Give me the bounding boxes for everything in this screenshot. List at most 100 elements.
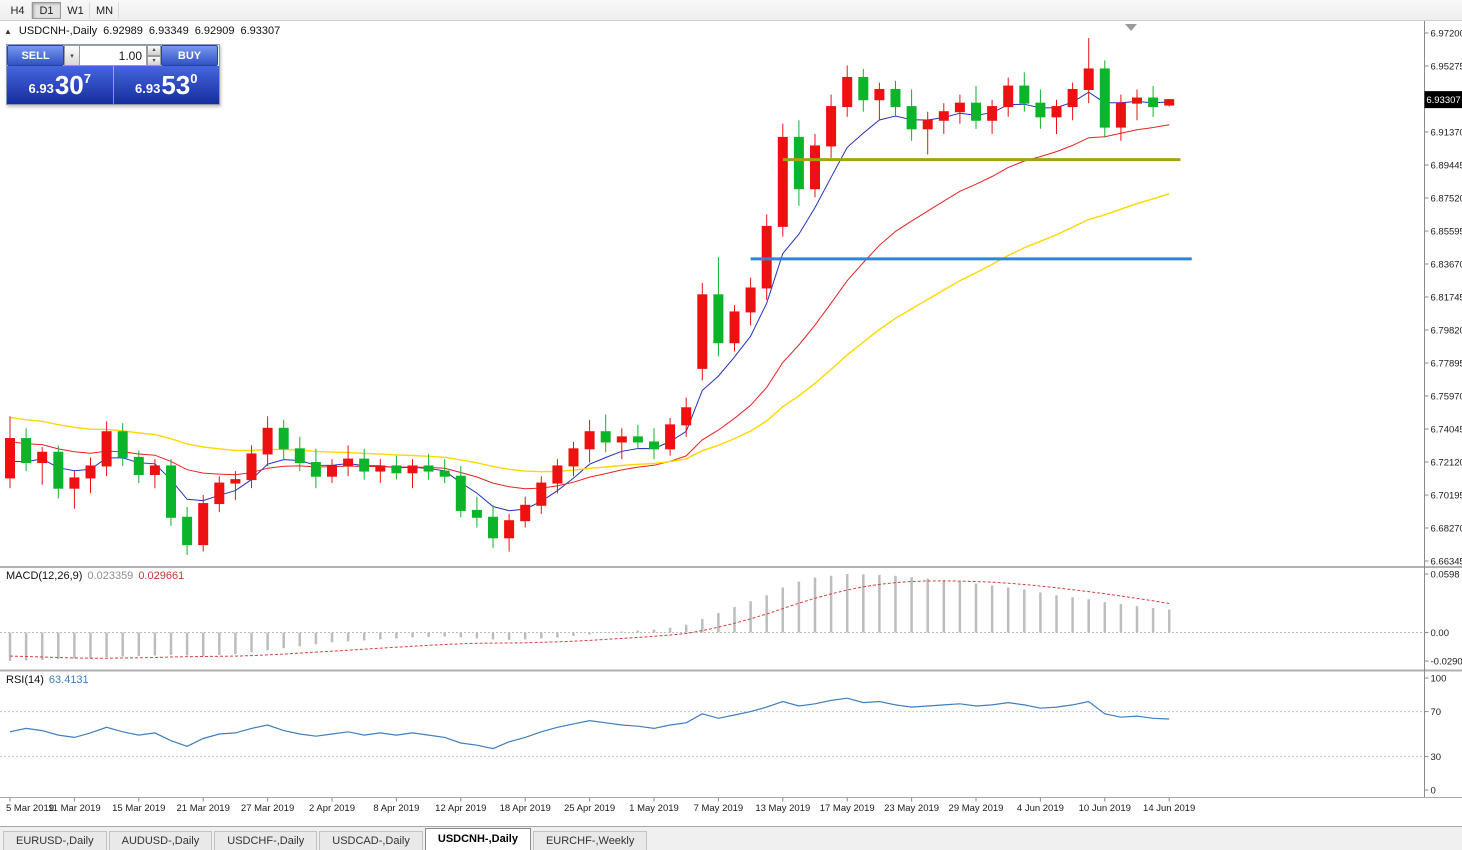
timeframe-button-mn[interactable]: MN bbox=[90, 2, 119, 20]
candle bbox=[874, 88, 885, 101]
macd-axis-label: 0.00 bbox=[1431, 628, 1450, 639]
price-axis: 6.972006.952756.933506.913706.894456.875… bbox=[1424, 21, 1462, 797]
candle bbox=[826, 106, 837, 147]
candle bbox=[166, 465, 176, 518]
macd-bar bbox=[73, 632, 76, 659]
macd-bar bbox=[411, 632, 414, 638]
chart-symbol-label: USDCNH-,Daily bbox=[18, 25, 98, 37]
macd-bar bbox=[749, 601, 752, 633]
macd-signal-line bbox=[9, 580, 1170, 659]
macd-bar bbox=[1167, 609, 1171, 633]
chart-tab-audusd-daily[interactable]: AUDUSD-,Daily bbox=[108, 831, 213, 850]
rsi-axis-label: 100 bbox=[1431, 674, 1447, 685]
macd-bar bbox=[491, 632, 495, 640]
current-price-badge bbox=[1424, 91, 1462, 109]
candle bbox=[471, 509, 482, 518]
price-axis-label: 6.91370 bbox=[1431, 128, 1462, 139]
candle bbox=[552, 465, 563, 484]
candle bbox=[343, 458, 354, 467]
macd-bar bbox=[298, 632, 302, 647]
candle bbox=[407, 465, 418, 474]
timeframe-button-group: H4 D1 W1 MN bbox=[3, 1, 119, 20]
one-click-collapse-icon[interactable]: ▲ bbox=[4, 26, 12, 36]
macd-bar bbox=[57, 632, 60, 659]
macd-indicator-label: MACD(12,26,9) 0.023359 0.029661 bbox=[6, 570, 184, 582]
candle bbox=[584, 431, 595, 450]
candle bbox=[1132, 97, 1142, 104]
candle bbox=[1019, 85, 1030, 104]
ohlc-close: 6.93307 bbox=[240, 25, 281, 37]
volume-input[interactable] bbox=[80, 45, 147, 66]
macd-bar bbox=[684, 624, 688, 633]
rsi-value: 63.4131 bbox=[48, 674, 89, 686]
candle bbox=[230, 479, 241, 484]
sell-button[interactable]: SELL bbox=[7, 45, 64, 66]
macd-bar bbox=[668, 627, 672, 633]
macd-bar bbox=[701, 618, 704, 633]
macd-bar bbox=[330, 632, 334, 643]
candle bbox=[504, 520, 515, 539]
timeframe-button-w1[interactable]: W1 bbox=[61, 2, 90, 20]
price-axis-label: 6.75970 bbox=[1431, 392, 1462, 403]
candle bbox=[906, 106, 917, 130]
candle bbox=[793, 136, 804, 190]
macd-bar bbox=[765, 595, 768, 633]
candle bbox=[246, 453, 257, 481]
macd-bar bbox=[362, 632, 366, 641]
candle bbox=[391, 465, 402, 474]
date-axis-label: 21 Mar 2019 bbox=[177, 803, 230, 814]
timeframe-button-d1[interactable]: D1 bbox=[32, 2, 61, 20]
volume-decrease-button[interactable]: ▾ bbox=[147, 55, 161, 66]
macd-axis-label: -0.029049 bbox=[1431, 657, 1462, 668]
candle bbox=[423, 465, 434, 472]
chart-tab-eurchf-weekly[interactable]: EURCHF-,Weekly bbox=[532, 831, 648, 850]
buy-price[interactable]: 6.93 53 0 bbox=[114, 66, 220, 104]
macd-bar bbox=[845, 574, 849, 633]
chart-tab-eurusd-daily[interactable]: EURUSD-,Daily bbox=[3, 831, 107, 850]
rsi-axis-label: 0 bbox=[1431, 786, 1436, 797]
candle bbox=[375, 465, 386, 472]
chart-tab-usdcnh-daily[interactable]: USDCNH-,Daily bbox=[424, 828, 531, 850]
price-axis-label: 6.81745 bbox=[1431, 293, 1462, 304]
chart-tab-usdcad-daily[interactable]: USDCAD-,Daily bbox=[319, 831, 423, 850]
candle bbox=[777, 136, 788, 227]
mid-ma bbox=[9, 124, 1170, 490]
candle bbox=[616, 436, 627, 443]
sell-price[interactable]: 6.93 30 7 bbox=[7, 66, 114, 104]
chart-tab-usdchf-daily[interactable]: USDCHF-,Daily bbox=[214, 831, 318, 850]
buy-button[interactable]: BUY bbox=[161, 45, 218, 66]
macd-bar bbox=[1119, 604, 1123, 633]
macd-bar bbox=[121, 632, 124, 657]
rsi-line bbox=[9, 697, 1170, 750]
macd-bar bbox=[346, 632, 350, 642]
volume-increase-button[interactable]: ▴ bbox=[147, 45, 161, 56]
macd-bar bbox=[540, 632, 543, 639]
candle bbox=[745, 287, 756, 313]
candle bbox=[214, 482, 225, 505]
candle bbox=[327, 465, 337, 477]
volume-dropdown-button[interactable]: ▾ bbox=[64, 45, 80, 66]
macd-bar bbox=[781, 587, 785, 633]
macd-bar bbox=[652, 629, 656, 633]
date-axis-label: 13 May 2019 bbox=[755, 803, 810, 814]
date-axis-label: 27 Mar 2019 bbox=[241, 803, 294, 814]
macd-bar bbox=[1023, 589, 1026, 633]
price-axis-label: 6.89445 bbox=[1431, 161, 1462, 172]
trade-panel-controls: SELL ▾ ▴ ▾ BUY bbox=[7, 45, 219, 66]
macd-bar bbox=[1006, 587, 1010, 633]
date-axis-label: 12 Apr 2019 bbox=[435, 803, 486, 814]
macd-bar bbox=[169, 632, 173, 656]
macd-bar bbox=[475, 632, 479, 639]
macd-bar bbox=[234, 632, 237, 655]
macd-bar bbox=[572, 632, 575, 636]
macd-bar bbox=[459, 632, 463, 638]
macd-panel: 0.0598 0.00 -0.029049 bbox=[0, 570, 1462, 668]
candle bbox=[890, 88, 901, 108]
macd-bar bbox=[507, 632, 511, 640]
macd-bar bbox=[24, 632, 28, 661]
macd-bar bbox=[1151, 608, 1155, 633]
date-axis-label: 17 May 2019 bbox=[820, 803, 875, 814]
timeframe-button-h4[interactable]: H4 bbox=[3, 2, 32, 20]
